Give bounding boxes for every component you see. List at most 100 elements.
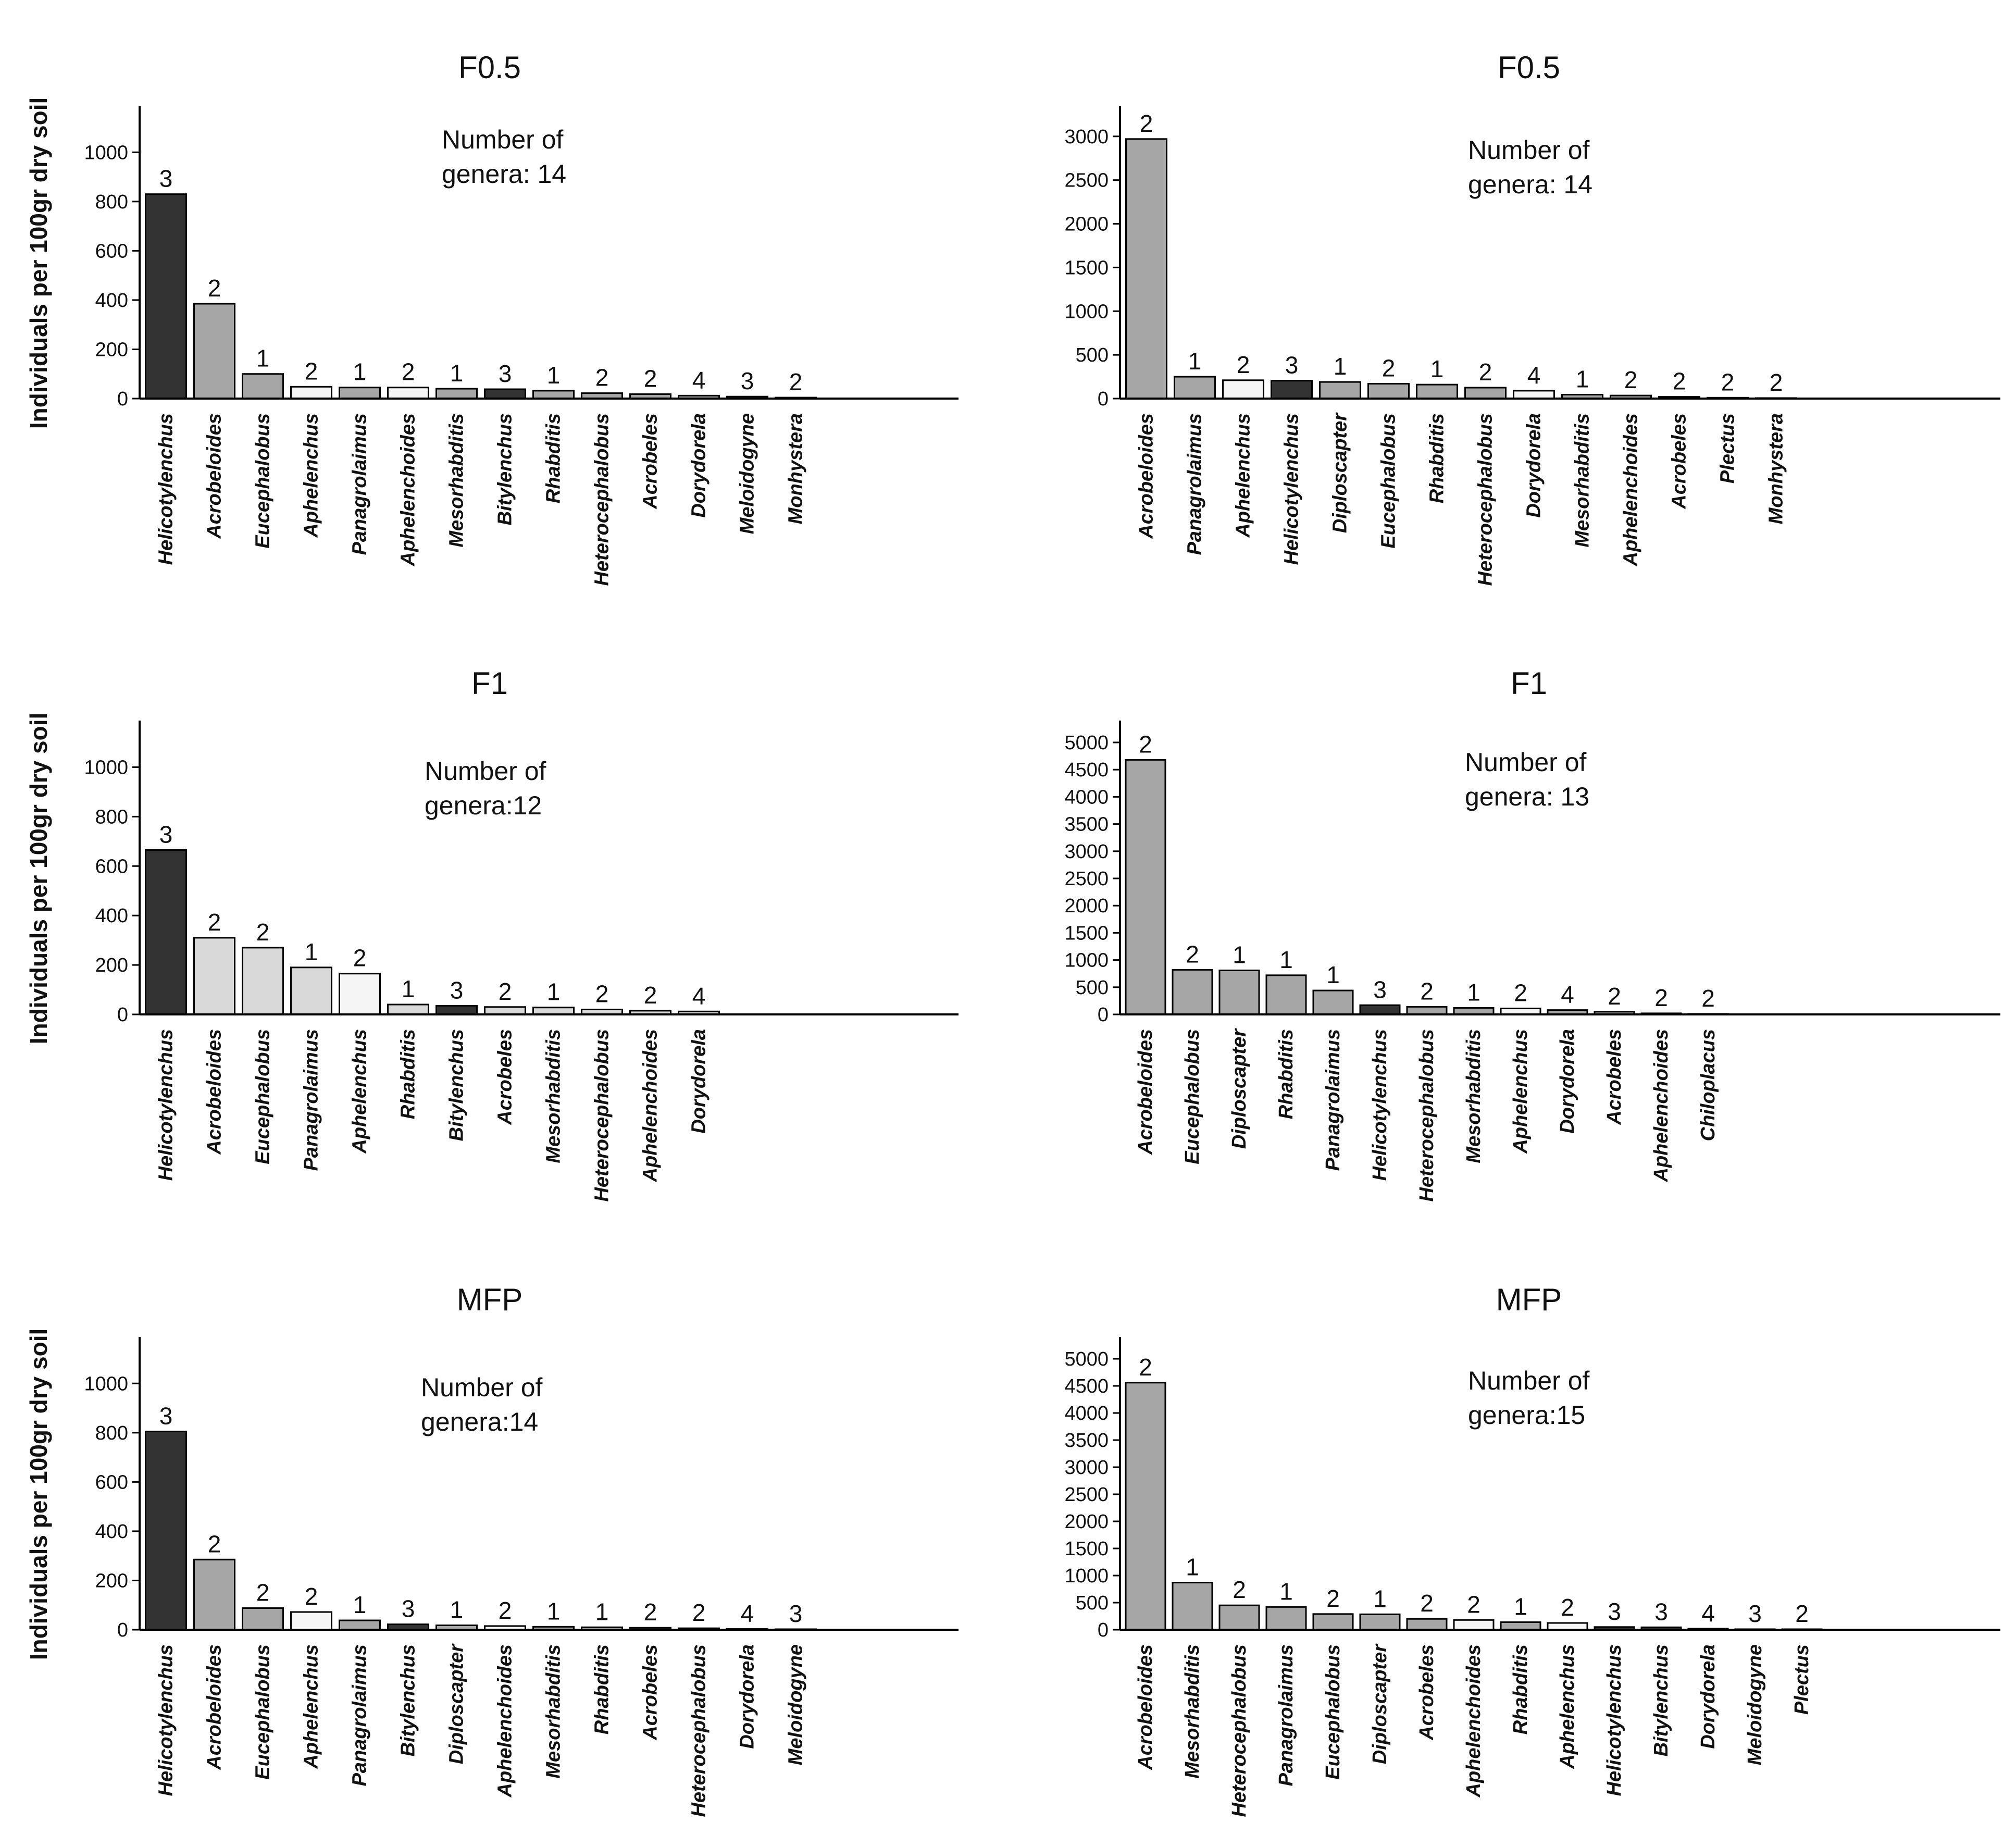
category-label: Diploscapter (1329, 412, 1351, 533)
bar-acrobeles (484, 1006, 526, 1015)
bar-value-label: 1 (1467, 978, 1480, 1006)
category-label: Heterocephalobus (591, 413, 613, 586)
category-label: Acrobeles (1669, 413, 1690, 510)
bar-helicotylenchus (145, 193, 187, 400)
chart-title: F0.5 (1498, 50, 1560, 85)
genera-count-annotation: genera:14 (421, 1407, 538, 1436)
y-tick-label: 0 (117, 388, 128, 410)
bar-value-label: 1 (1188, 348, 1202, 375)
bar-value-label: 2 (208, 275, 221, 302)
category-label: Acrobeloides (204, 1644, 226, 1770)
bar-aphelenchoides (387, 387, 429, 400)
bar-value-label: 3 (789, 1600, 803, 1627)
category-label: Eucephalobus (252, 1029, 274, 1164)
category-label: Aphelenchus (1233, 413, 1254, 538)
category-label: Helicotylenchus (1281, 413, 1303, 565)
y-tick-label: 1500 (1064, 1538, 1109, 1560)
y-tick-label: 600 (95, 1471, 128, 1493)
chart-title: MFP (457, 1282, 523, 1317)
category-label: Bitylenchus (1650, 1644, 1672, 1756)
y-tick-label: 2500 (1064, 1484, 1109, 1506)
bar-value-label: 1 (450, 360, 464, 387)
category-label: Bitylenchus (397, 1644, 419, 1756)
bar-value-label: 2 (1139, 730, 1152, 758)
category-label: Dorydorela (688, 413, 710, 518)
y-tick-label: 0 (117, 1004, 128, 1026)
bar-value-label: 2 (1382, 354, 1396, 381)
bar-value-label: 2 (353, 945, 367, 972)
category-label: Mesorhabditis (1181, 1644, 1203, 1779)
y-tick-label: 1000 (84, 757, 128, 778)
category-label: Monhystera (1765, 413, 1787, 524)
bar-value-label: 1 (1430, 355, 1444, 382)
y-tick-label: 1000 (1064, 1565, 1109, 1587)
y-tick-label: 0 (1098, 1619, 1109, 1641)
category-label: Mesorhabditis (1463, 1029, 1485, 1163)
bar-acrobeloides (1125, 138, 1167, 400)
bar-value-label: 2 (256, 919, 270, 946)
bar-aphelenchus (339, 973, 381, 1015)
y-tick-label: 500 (1076, 1592, 1109, 1614)
y-tick-label: 2000 (1064, 895, 1109, 917)
bar-value-label: 2 (1326, 1585, 1340, 1612)
category-label: Panagrolaimus (1275, 1644, 1297, 1786)
y-tick-label: 5000 (1064, 732, 1109, 754)
y-tick-label: 600 (95, 240, 128, 262)
y-tick-label: 800 (95, 191, 128, 213)
category-label: Heterocephalobus (1475, 413, 1497, 586)
bar-value-label: 2 (1140, 110, 1153, 137)
y-tick-label: 5000 (1064, 1348, 1109, 1370)
category-label: Rhabditis (397, 1029, 419, 1119)
bar-acrobeles (1406, 1618, 1448, 1631)
category-label: Helicotylenchus (1603, 1644, 1625, 1796)
category-label: Mesorhabditis (446, 413, 468, 548)
bar-acrobeloides (193, 937, 235, 1015)
category-label: Eucephalobus (1378, 413, 1400, 549)
bar-value-label: 3 (1373, 976, 1387, 1003)
category-label: Rhabditis (1426, 413, 1448, 503)
category-label: Diploscapter (446, 1643, 468, 1764)
bar-value-label: 1 (402, 975, 415, 1002)
genera-count-annotation: genera: 13 (1465, 782, 1589, 811)
bar-value-label: 2 (1237, 351, 1250, 378)
bar-heterocephalobus (1464, 387, 1507, 400)
bar-value-label: 3 (499, 360, 512, 387)
y-tick-label: 800 (95, 806, 128, 828)
bar-value-label: 1 (547, 362, 561, 389)
bar-rhabditis (1500, 1621, 1541, 1631)
category-label: Mesorhabditis (543, 1644, 565, 1779)
category-label: Rhabditis (543, 413, 565, 503)
category-label: Plectus (1791, 1644, 1813, 1715)
bar-value-label: 1 (547, 1597, 561, 1625)
category-label: Aphelenchoides (1650, 1029, 1672, 1183)
y-tick-label: 0 (1098, 1004, 1109, 1026)
category-label: Aphelenchus (1557, 1644, 1578, 1769)
bar-value-label: 4 (692, 982, 706, 1009)
category-label: Heterocephalobus (591, 1029, 613, 1202)
bar-acrobeloides (193, 1558, 235, 1631)
bar-value-label: 1 (1279, 946, 1293, 973)
bar-bitylenchus (435, 1005, 478, 1015)
bar-heterocephalobus (1218, 1604, 1260, 1631)
bar-value-label: 1 (1279, 1578, 1293, 1605)
bar-value-label: 2 (1420, 1590, 1434, 1617)
category-label: Dorydorela (688, 1029, 710, 1134)
bar-value-label: 4 (1561, 981, 1574, 1008)
bar-acrobeloides (193, 303, 235, 400)
genera-count-annotation: Number of (442, 125, 564, 154)
chart-title: F0.5 (458, 50, 521, 85)
category-label: Acrobeles (1416, 1644, 1438, 1741)
bar-diploscapter (1359, 1613, 1401, 1631)
y-tick-label: 500 (1076, 977, 1109, 999)
bar-eucephalobus (1312, 1613, 1354, 1631)
bar-value-label: 3 (1608, 1598, 1621, 1625)
chart-mfp-left: MFP Individuals per 100gr dry soil Number … (25, 1282, 959, 1817)
bar-value-label: 2 (1186, 940, 1199, 968)
category-label: Rhabditis (591, 1644, 613, 1734)
bar-aphelenchus (1222, 379, 1264, 400)
bar-aphelenchus (290, 1611, 332, 1631)
bar-value-label: 2 (1139, 1354, 1152, 1381)
bar-value-label: 3 (1285, 352, 1299, 379)
category-label: Rhabditis (1275, 1029, 1297, 1119)
